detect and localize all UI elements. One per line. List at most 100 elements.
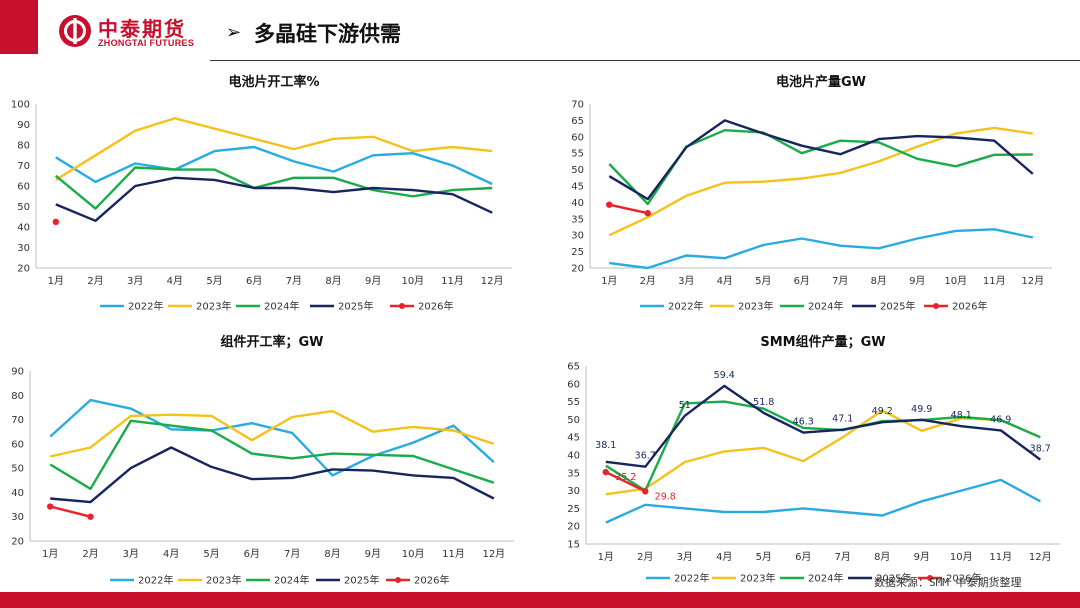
series-line-2026 bbox=[605, 471, 646, 493]
x-tick-label: 4月 bbox=[716, 551, 732, 563]
x-tick-label: 9月 bbox=[914, 551, 930, 563]
y-tick-label: 20 bbox=[17, 264, 30, 275]
y-tick-label: 35 bbox=[567, 468, 580, 479]
x-tick-label: 8月 bbox=[871, 275, 887, 287]
series-line-2025 bbox=[608, 119, 1034, 201]
y-tick-label: 60 bbox=[567, 379, 580, 390]
x-tick-label: 10月 bbox=[401, 275, 424, 287]
series-point-2026 bbox=[602, 468, 609, 476]
x-tick-label: 3月 bbox=[678, 275, 694, 287]
x-tick-label: 6月 bbox=[794, 275, 810, 287]
header-divider bbox=[210, 60, 1080, 61]
data-label: 38.7 bbox=[1030, 444, 1051, 455]
series-line-2023 bbox=[49, 409, 495, 458]
legend-label-2023: 2023年 bbox=[740, 572, 775, 585]
x-tick-label: 2月 bbox=[637, 551, 653, 563]
x-tick-label: 2月 bbox=[82, 548, 98, 560]
chart-title: 电池片产量GW bbox=[776, 74, 866, 90]
y-tick-label: 70 bbox=[11, 415, 24, 426]
x-tick-label: 10月 bbox=[950, 551, 973, 563]
data-label: 29.8 bbox=[655, 491, 676, 502]
chart-cell-output: 电池片产量GW 20 25 30 35 40 45 50 55 60 65 70 1月 2月 3月 4月 5月 6… bbox=[571, 74, 1052, 313]
footer-bar bbox=[0, 592, 1080, 608]
series-line-2025 bbox=[605, 384, 1042, 468]
y-tick-label: 25 bbox=[567, 504, 580, 515]
x-tick-label: 7月 bbox=[284, 548, 300, 560]
series-line-2022 bbox=[605, 478, 1041, 524]
x-tick-label: 8月 bbox=[325, 275, 341, 287]
x-tick-label: 12月 bbox=[481, 275, 504, 287]
data-label: 46.9 bbox=[990, 414, 1011, 425]
y-tick-label: 60 bbox=[571, 132, 584, 143]
chart-smm-module-output: SMM组件产量；GW 15 20 25 30 35 40 45 50 55 60 65 1月 2月 3月 4月… bbox=[567, 334, 1060, 585]
y-tick-label: 55 bbox=[571, 149, 584, 160]
chart-title: 组件开工率；GW bbox=[220, 334, 323, 350]
series-point-2026 bbox=[87, 513, 94, 520]
data-label: 51 bbox=[679, 400, 691, 411]
x-tick-label: 8月 bbox=[874, 551, 890, 563]
legend-marker-2026 bbox=[395, 577, 401, 583]
y-tick-label: 50 bbox=[17, 202, 30, 213]
x-tick-label: 7月 bbox=[832, 275, 848, 287]
y-tick-label: 20 bbox=[571, 264, 584, 275]
x-tick-label: 3月 bbox=[127, 275, 143, 287]
x-tick-label: 6月 bbox=[244, 548, 260, 560]
data-label: 47.1 bbox=[832, 414, 853, 425]
x-tick-label: 5月 bbox=[206, 275, 222, 287]
series-line-2023 bbox=[608, 126, 1033, 237]
legend-marker-2026 bbox=[927, 575, 933, 581]
legend-label-2022: 2022年 bbox=[668, 300, 703, 313]
x-tick-label: 4月 bbox=[717, 275, 733, 287]
y-tick-label: 30 bbox=[17, 243, 30, 254]
y-tick-label: 65 bbox=[571, 116, 584, 127]
y-tick-label: 90 bbox=[17, 120, 30, 131]
legend-marker-2026 bbox=[399, 303, 405, 309]
y-tick-label: 40 bbox=[17, 223, 30, 234]
legend-label-2024: 2024年 bbox=[808, 300, 843, 313]
x-tick-label: 11月 bbox=[442, 548, 465, 560]
chart-module-utilization: 组件开工率；GW 20 30 40 50 60 70 80 90 1月 2月 3月 4月 5月 6月 7月 8月… bbox=[11, 334, 514, 587]
series-line-2025 bbox=[50, 446, 495, 504]
x-tick-label: 12月 bbox=[1029, 551, 1052, 563]
data-label: 49.2 bbox=[872, 406, 893, 417]
x-tick-label: 9月 bbox=[909, 275, 925, 287]
data-label: 36.7 bbox=[635, 451, 656, 462]
x-tick-label: 10月 bbox=[944, 275, 967, 287]
x-tick-label: 11月 bbox=[989, 551, 1012, 563]
y-tick-label: 30 bbox=[11, 512, 24, 523]
y-tick-label: 90 bbox=[11, 367, 24, 378]
legend-label-2024: 2024年 bbox=[808, 572, 843, 585]
y-tick-label: 35 bbox=[571, 214, 584, 225]
chart-title: SMM组件产量；GW bbox=[760, 334, 885, 350]
series-line-2026 bbox=[609, 203, 649, 215]
y-tick-label: 25 bbox=[571, 247, 584, 258]
series-point-2026 bbox=[606, 201, 613, 208]
data-label: 59.4 bbox=[714, 370, 735, 381]
legend-label-2022: 2022年 bbox=[138, 574, 173, 587]
header-accent-bar bbox=[0, 0, 38, 54]
x-tick-label: 9月 bbox=[365, 275, 381, 287]
legend-label-2026: 2026年 bbox=[946, 572, 981, 585]
x-tick-label: 10月 bbox=[402, 548, 425, 560]
y-tick-label: 50 bbox=[567, 415, 580, 426]
legend-label-2022: 2022年 bbox=[674, 572, 709, 585]
y-tick-label: 80 bbox=[11, 391, 24, 402]
y-tick-label: 70 bbox=[17, 161, 30, 172]
x-tick-label: 2月 bbox=[640, 275, 656, 287]
legend-label-2025: 2025年 bbox=[344, 574, 379, 587]
legend-label-2023: 2023年 bbox=[196, 300, 231, 313]
series-point-2026 bbox=[46, 503, 54, 510]
legend-label-2025: 2025年 bbox=[876, 572, 911, 585]
legend-label-2025: 2025年 bbox=[338, 300, 373, 313]
x-tick-label: 12月 bbox=[482, 548, 505, 560]
chart-title: 电池片开工率% bbox=[228, 74, 319, 90]
legend-marker-2026 bbox=[933, 303, 939, 309]
series-line-2024 bbox=[49, 419, 495, 491]
series-line-2026 bbox=[49, 505, 91, 518]
series-point-2026 bbox=[644, 210, 651, 217]
data-label: 48.1 bbox=[951, 410, 972, 421]
series-line-2023 bbox=[55, 117, 493, 181]
legend-label-2026: 2026年 bbox=[418, 300, 453, 313]
legend-label-2023: 2023年 bbox=[206, 574, 241, 587]
series-line-2025 bbox=[55, 176, 493, 223]
